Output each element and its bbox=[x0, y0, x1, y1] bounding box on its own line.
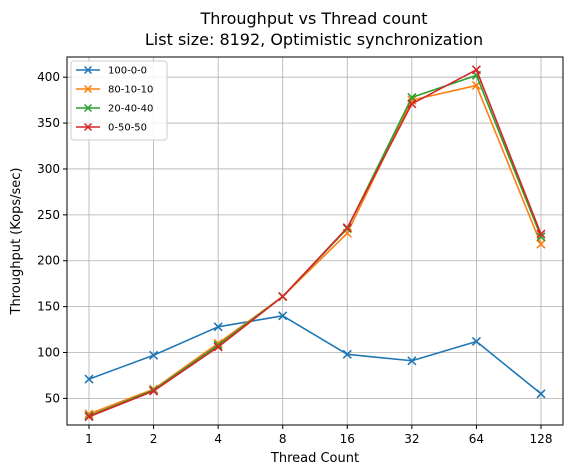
data-point-marker bbox=[407, 356, 417, 366]
legend-items: 100-0-0 80-10-10 20-40-40 0-50-50 bbox=[76, 66, 153, 134]
x-tick-label: 1 bbox=[85, 432, 93, 446]
plot-frame bbox=[66, 56, 564, 426]
data-point-marker bbox=[471, 336, 481, 347]
x-tick-label: 128 bbox=[530, 432, 553, 446]
chart-title: Throughput vs Thread count bbox=[199, 9, 427, 28]
data-point-marker bbox=[213, 340, 223, 350]
data-point-marker bbox=[84, 409, 94, 419]
legend-marker bbox=[83, 103, 93, 113]
data-point-marker bbox=[536, 239, 546, 249]
series-100-0-0 bbox=[84, 311, 546, 399]
data-point-marker bbox=[213, 338, 223, 348]
data-point-marker bbox=[536, 229, 546, 239]
data-point-marker bbox=[536, 389, 546, 399]
y-tick-label: 50 bbox=[45, 391, 60, 405]
data-point-marker bbox=[84, 412, 94, 422]
data-point-marker bbox=[278, 291, 288, 302]
legend-label: 0-50-50 bbox=[108, 123, 147, 134]
series-line bbox=[88, 314, 542, 395]
data-point-marker bbox=[342, 349, 352, 359]
legend-marker bbox=[83, 84, 93, 94]
chart-subtitle: List size: 8192, Optimistic synchronizat… bbox=[145, 30, 483, 49]
y-tick-label: 100 bbox=[37, 346, 60, 360]
data-point-marker bbox=[471, 65, 481, 75]
legend-item: 0-50-50 bbox=[76, 123, 147, 134]
y-tick-label: 250 bbox=[37, 208, 60, 222]
data-point-marker bbox=[407, 99, 417, 109]
legend: 100-0-0 80-10-10 20-40-40 0-50-50 bbox=[70, 60, 168, 141]
y-tick-label: 350 bbox=[37, 116, 60, 130]
x-tick-label: 4 bbox=[214, 432, 222, 446]
data-point-marker bbox=[213, 342, 223, 352]
legend-item: 80-10-10 bbox=[76, 85, 153, 96]
legend-item: 100-0-0 bbox=[76, 66, 147, 77]
grid bbox=[67, 57, 563, 425]
data-point-marker bbox=[536, 232, 546, 242]
legend-box bbox=[70, 60, 168, 141]
legend-marker bbox=[83, 65, 93, 75]
legend-item: 20-40-40 bbox=[76, 104, 153, 115]
legend-marker bbox=[83, 122, 93, 132]
y-tick-label: 300 bbox=[37, 162, 60, 176]
legend-label: 80-10-10 bbox=[108, 85, 153, 96]
x-axis-label: Thread Count bbox=[270, 451, 359, 466]
data-point-marker bbox=[149, 386, 159, 396]
y-axis-label: Throughput (Kops/sec) bbox=[9, 168, 24, 316]
data-point-marker bbox=[149, 350, 159, 360]
legend-label: 20-40-40 bbox=[108, 104, 153, 115]
series-0-50-50 bbox=[84, 65, 546, 422]
legend-label: 100-0-0 bbox=[108, 66, 147, 77]
series-layer bbox=[84, 65, 546, 422]
y-tick-label: 200 bbox=[37, 254, 60, 268]
x-tick-label: 16 bbox=[340, 432, 355, 446]
axis-ticks: 1 2 4 8 16 32 64 128 50 100 150 200 250 300 350 400 bbox=[37, 70, 552, 446]
data-point-marker bbox=[213, 322, 223, 332]
data-point-marker bbox=[84, 374, 94, 384]
x-tick-label: 32 bbox=[404, 432, 419, 446]
data-point-marker bbox=[342, 223, 352, 233]
y-tick-label: 150 bbox=[37, 300, 60, 314]
series-line bbox=[88, 84, 542, 415]
x-tick-label: 2 bbox=[150, 432, 158, 446]
x-tick-label: 64 bbox=[469, 432, 484, 446]
series-line bbox=[88, 69, 542, 418]
y-tick-label: 400 bbox=[37, 70, 60, 84]
x-tick-label: 8 bbox=[279, 432, 287, 446]
data-point-marker bbox=[278, 311, 288, 321]
